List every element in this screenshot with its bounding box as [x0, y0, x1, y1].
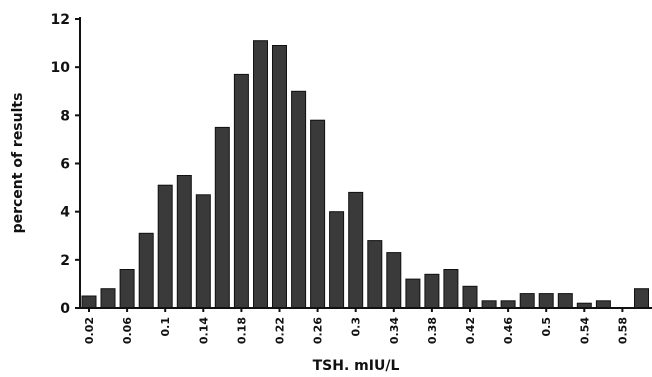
- y-tick-label: 10: [51, 60, 71, 76]
- bar: [424, 273, 440, 309]
- bar: [272, 45, 287, 309]
- bar: [176, 175, 192, 309]
- x-tick-label: 0.46: [502, 317, 515, 344]
- bar: [481, 300, 497, 309]
- x-tick-label: 0.54: [578, 317, 591, 344]
- bar: [405, 278, 421, 309]
- bar: [310, 119, 326, 309]
- bar: [329, 211, 345, 309]
- bar: [557, 293, 573, 309]
- x-axis-ticks: 0.02 0.06 0.1 0.14 0.18 0.22 0.26 0.3 0.34 0.38 0.…: [83, 308, 629, 344]
- x-tick-label: 0.34: [388, 317, 401, 344]
- bar: [81, 295, 97, 309]
- bar: [214, 126, 230, 309]
- x-tick-label: 0.38: [426, 317, 439, 344]
- bar: [538, 293, 554, 309]
- x-tick-label: 0.02: [83, 317, 96, 344]
- bar: [595, 300, 611, 309]
- bar: [157, 184, 173, 309]
- x-tick-label: 0.18: [235, 317, 248, 344]
- y-tick-label: 12: [51, 12, 70, 28]
- y-tick-label: 0: [60, 301, 70, 317]
- x-tick-label: 0.5: [540, 317, 553, 337]
- y-tick-label: 2: [60, 253, 70, 269]
- bar: [443, 269, 459, 309]
- bar: [386, 252, 402, 309]
- bar: [138, 232, 154, 309]
- y-tick-label: 4: [60, 205, 70, 221]
- x-tick-label: 0.3: [350, 317, 363, 337]
- bar: [634, 288, 649, 309]
- y-axis-title: percent of results: [10, 93, 26, 234]
- y-axis-ticks: 0 2 4 6 8 10 12: [51, 12, 80, 317]
- bar: [500, 300, 516, 309]
- x-axis-title: TSH. mIU/L: [313, 358, 400, 374]
- bar: [348, 191, 364, 309]
- y-tick-label: 8: [60, 108, 70, 124]
- x-tick-label: 0.22: [274, 317, 287, 344]
- bar: [100, 288, 116, 309]
- bar: [253, 40, 268, 309]
- bar: [195, 194, 211, 309]
- bar: [462, 285, 478, 309]
- x-tick-label: 0.42: [464, 317, 477, 344]
- bar: [119, 269, 135, 309]
- bar: [519, 293, 535, 309]
- x-tick-label: 0.1: [159, 317, 172, 337]
- x-tick-label: 0.26: [312, 317, 325, 344]
- x-tick-label: 0.14: [197, 317, 210, 344]
- x-tick-label: 0.58: [616, 317, 629, 344]
- bar: [291, 90, 307, 309]
- x-tick-label: 0.06: [121, 317, 134, 344]
- bar: [367, 240, 383, 309]
- y-tick-label: 6: [60, 157, 70, 173]
- bar: [233, 73, 249, 309]
- bars-group: [81, 40, 649, 309]
